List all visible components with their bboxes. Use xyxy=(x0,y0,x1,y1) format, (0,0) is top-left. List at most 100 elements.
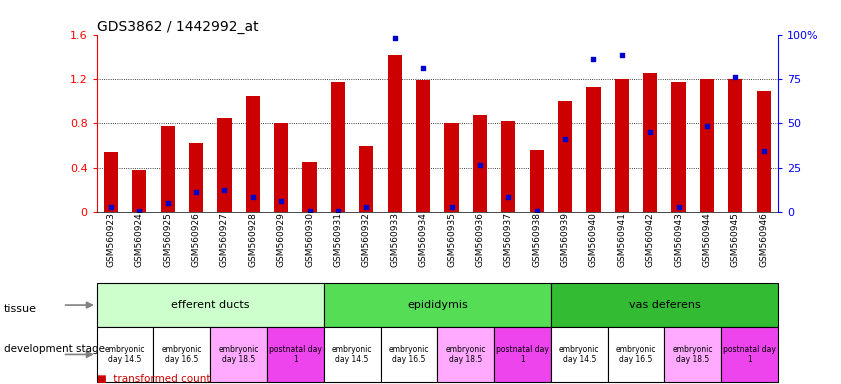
Bar xyxy=(161,126,175,212)
Point xyxy=(473,161,487,167)
Bar xyxy=(97,327,153,382)
Bar xyxy=(97,283,324,327)
Bar xyxy=(501,121,516,212)
Point xyxy=(388,35,401,41)
Text: GSM560928: GSM560928 xyxy=(248,212,257,267)
Point xyxy=(246,194,260,200)
Text: GSM560934: GSM560934 xyxy=(419,212,427,267)
Bar xyxy=(217,118,231,212)
Text: GSM560939: GSM560939 xyxy=(561,212,569,267)
Text: GSM560946: GSM560946 xyxy=(759,212,768,267)
Point xyxy=(218,187,231,193)
Text: GSM560943: GSM560943 xyxy=(674,212,683,267)
Text: embryonic
day 14.5: embryonic day 14.5 xyxy=(105,345,145,364)
Bar xyxy=(416,80,431,212)
Bar xyxy=(700,79,714,212)
Bar xyxy=(721,327,778,382)
Text: GSM560940: GSM560940 xyxy=(589,212,598,267)
Point xyxy=(445,204,458,210)
Bar xyxy=(103,152,118,212)
Text: GSM560924: GSM560924 xyxy=(135,212,144,267)
Text: GSM560931: GSM560931 xyxy=(334,212,342,267)
Point xyxy=(161,200,174,207)
Bar xyxy=(728,79,743,212)
Text: development stage: development stage xyxy=(4,344,105,354)
Bar xyxy=(437,327,495,382)
Bar xyxy=(303,162,317,212)
Text: embryonic
day 16.5: embryonic day 16.5 xyxy=(161,345,202,364)
Text: ■  transformed count: ■ transformed count xyxy=(97,374,210,384)
Bar xyxy=(757,91,771,212)
Bar xyxy=(671,82,685,212)
Text: GSM560929: GSM560929 xyxy=(277,212,286,267)
Bar xyxy=(494,327,551,382)
Point xyxy=(331,208,345,214)
Text: GSM560930: GSM560930 xyxy=(305,212,314,267)
Text: embryonic
day 18.5: embryonic day 18.5 xyxy=(446,345,486,364)
Text: GSM560926: GSM560926 xyxy=(192,212,200,267)
Text: GDS3862 / 1442992_at: GDS3862 / 1442992_at xyxy=(97,20,258,33)
Bar xyxy=(586,87,600,212)
Point xyxy=(133,208,146,214)
Bar xyxy=(274,123,288,212)
Text: GSM560935: GSM560935 xyxy=(447,212,456,267)
Bar xyxy=(444,123,458,212)
Text: vas deferens: vas deferens xyxy=(628,300,701,310)
Point xyxy=(558,136,572,142)
Bar xyxy=(246,96,260,212)
Bar xyxy=(132,170,146,212)
Text: postnatal day
1: postnatal day 1 xyxy=(496,345,549,364)
Text: GSM560925: GSM560925 xyxy=(163,212,172,267)
Text: GSM560944: GSM560944 xyxy=(702,212,711,267)
Point xyxy=(104,204,118,210)
Point xyxy=(274,198,288,204)
Bar xyxy=(607,327,664,382)
Bar xyxy=(664,327,721,382)
Point xyxy=(189,189,203,195)
Text: postnatal day
1: postnatal day 1 xyxy=(269,345,322,364)
Bar xyxy=(380,327,437,382)
Text: GSM560938: GSM560938 xyxy=(532,212,541,267)
Bar xyxy=(324,283,551,327)
Point xyxy=(303,208,316,214)
Text: GSM560945: GSM560945 xyxy=(731,212,740,267)
Text: embryonic
day 18.5: embryonic day 18.5 xyxy=(219,345,259,364)
Text: tissue: tissue xyxy=(4,304,37,314)
Text: GSM560933: GSM560933 xyxy=(390,212,399,267)
Text: embryonic
day 18.5: embryonic day 18.5 xyxy=(673,345,713,364)
Bar xyxy=(267,327,324,382)
Text: embryonic
day 16.5: embryonic day 16.5 xyxy=(616,345,656,364)
Point xyxy=(643,129,657,136)
Point xyxy=(757,148,770,154)
Bar xyxy=(643,73,658,212)
Text: GSM560937: GSM560937 xyxy=(504,212,513,267)
Text: GSM560932: GSM560932 xyxy=(362,212,371,267)
Bar xyxy=(359,146,373,212)
Text: GSM560941: GSM560941 xyxy=(617,212,627,267)
Bar xyxy=(388,55,402,212)
Bar xyxy=(551,283,778,327)
Text: GSM560927: GSM560927 xyxy=(220,212,229,267)
Bar xyxy=(615,79,629,212)
Text: GSM560942: GSM560942 xyxy=(646,212,654,267)
Point xyxy=(416,65,430,71)
Point xyxy=(728,74,742,80)
Point xyxy=(615,51,628,58)
Text: embryonic
day 14.5: embryonic day 14.5 xyxy=(559,345,600,364)
Bar xyxy=(473,114,487,212)
Point xyxy=(672,204,685,210)
Point xyxy=(501,194,515,200)
Bar xyxy=(331,82,345,212)
Bar xyxy=(558,101,572,212)
Point xyxy=(530,208,543,214)
Bar xyxy=(153,327,210,382)
Point xyxy=(587,56,600,62)
Bar xyxy=(530,150,544,212)
Text: embryonic
day 14.5: embryonic day 14.5 xyxy=(332,345,373,364)
Bar xyxy=(324,327,380,382)
Text: postnatal day
1: postnatal day 1 xyxy=(723,345,776,364)
Bar xyxy=(210,327,267,382)
Text: GSM560923: GSM560923 xyxy=(107,212,115,267)
Point xyxy=(360,204,373,210)
Text: GSM560936: GSM560936 xyxy=(475,212,484,267)
